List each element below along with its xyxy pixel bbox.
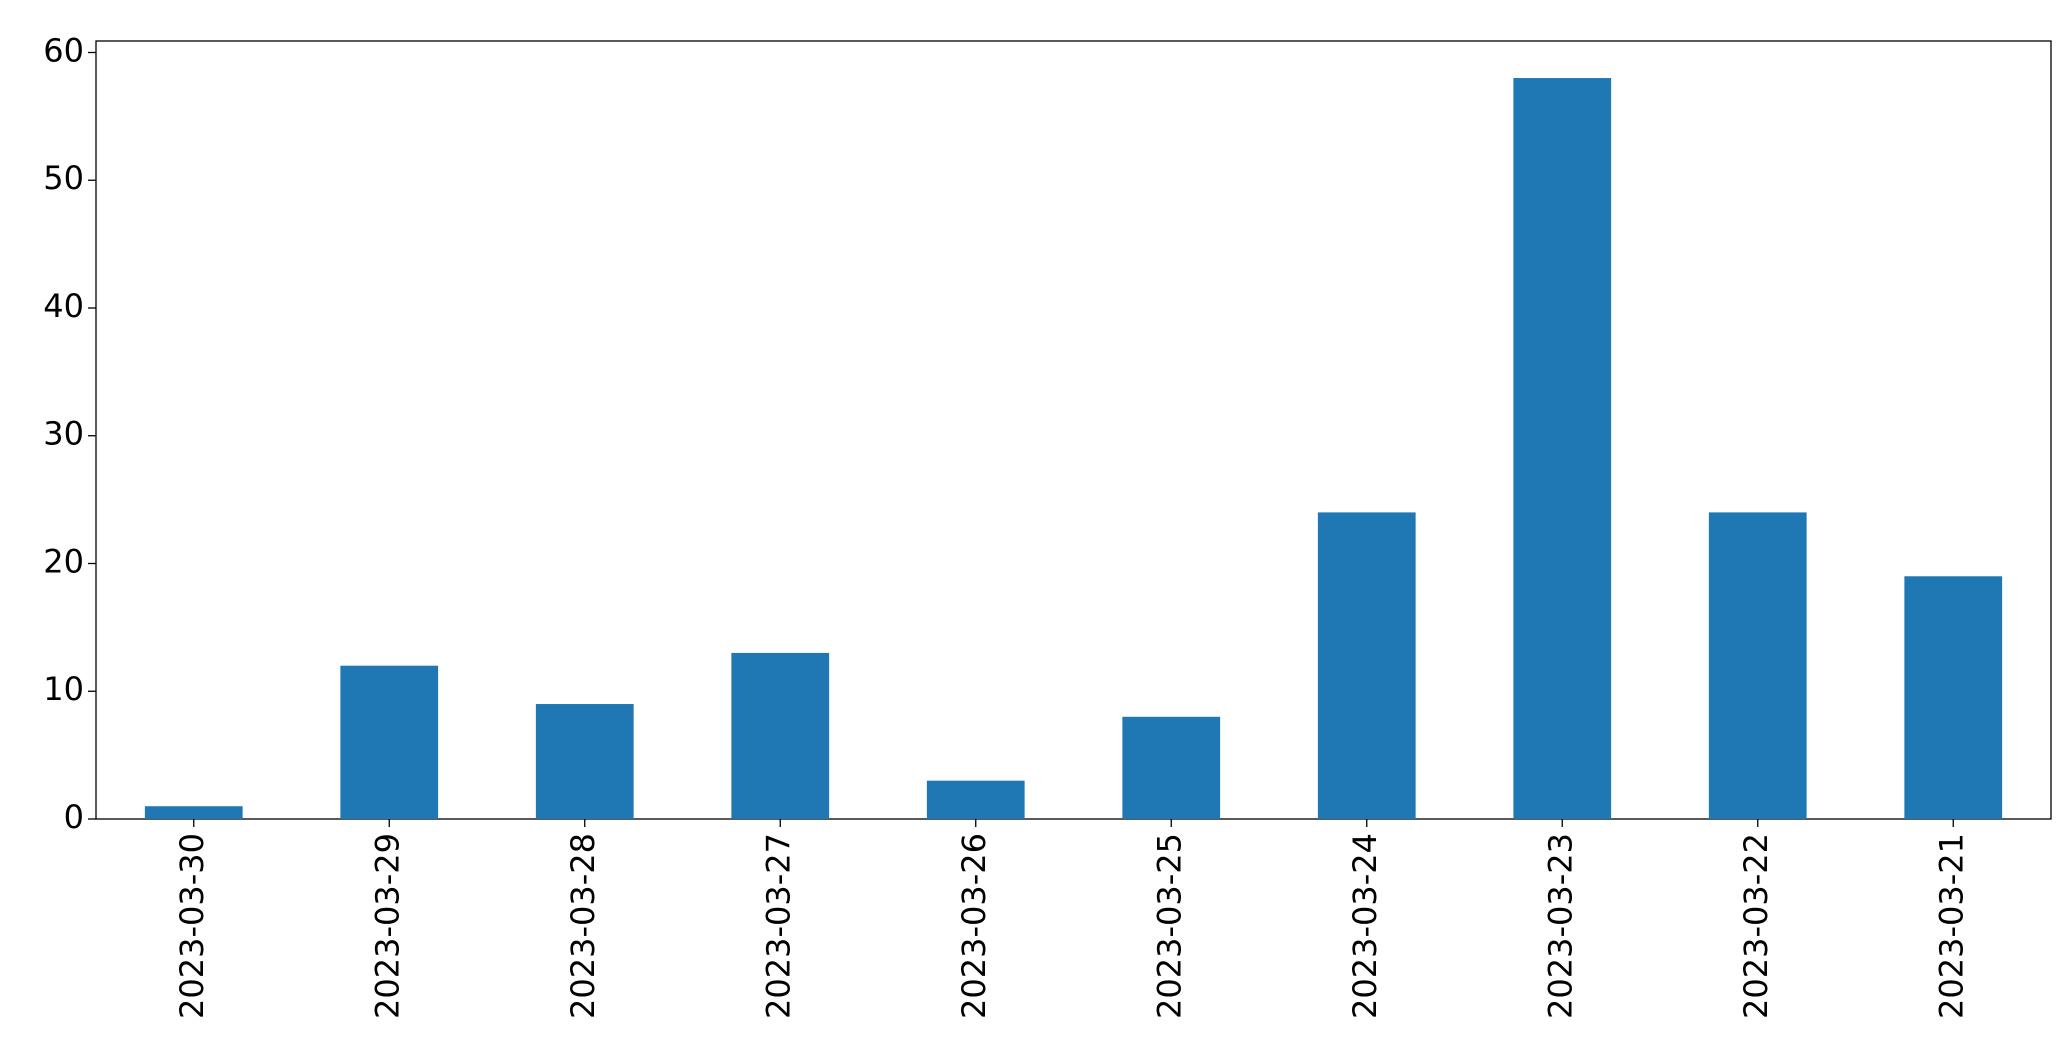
y-tick-label: 30 [43, 415, 84, 453]
bar [144, 806, 243, 819]
x-tick-label: 2023-03-28 [564, 833, 602, 1019]
y-tick-label: 20 [43, 542, 84, 580]
y-tick-label: 10 [43, 670, 84, 708]
x-tick-label: 2023-03-22 [1737, 833, 1775, 1019]
x-tick-label: 2023-03-25 [1150, 833, 1188, 1019]
x-tick-label: 2023-03-26 [955, 833, 993, 1019]
y-tick-label: 0 [64, 798, 84, 836]
bar [1513, 78, 1612, 820]
x-tick-label: 2023-03-23 [1541, 833, 1579, 1019]
bar [731, 652, 830, 819]
y-tick-label: 60 [43, 31, 84, 69]
bar [1122, 716, 1221, 819]
x-tick-label: 2023-03-30 [173, 833, 211, 1019]
bar [1708, 512, 1807, 819]
x-tick-label: 2023-03-29 [368, 833, 406, 1019]
bar [535, 704, 634, 819]
x-tick-label: 2023-03-27 [759, 833, 797, 1019]
plot-frame [95, 40, 2052, 820]
bar [340, 665, 439, 819]
x-tick-label: 2023-03-24 [1346, 833, 1384, 1019]
bar [1317, 512, 1416, 819]
bar [926, 780, 1025, 819]
x-tick-label: 2023-03-21 [1932, 833, 1970, 1019]
y-tick-label: 40 [43, 287, 84, 325]
y-tick-label: 50 [43, 159, 84, 197]
bar [1904, 576, 2003, 819]
